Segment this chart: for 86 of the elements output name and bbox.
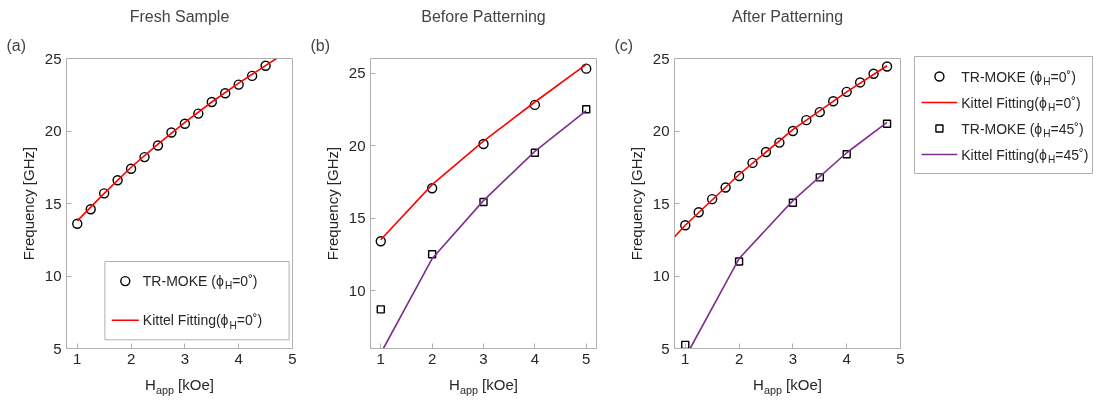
line-series [76,58,278,222]
x-tick-label: 2 [126,349,136,367]
point [881,61,893,72]
point [815,173,824,182]
text: (c) [614,36,634,54]
point [98,188,110,199]
point [814,106,825,118]
point [681,340,690,349]
point [787,125,799,137]
point [788,198,798,207]
point [582,105,591,114]
y-tick-label: 10 [652,267,670,284]
point [774,137,785,148]
point [112,175,123,186]
point [376,305,385,314]
point [747,157,758,169]
chart-title: Fresh Sample [129,7,230,25]
point [854,77,866,88]
point [125,163,137,174]
point [166,127,177,138]
point [734,257,744,266]
point [206,96,217,108]
line-series [674,64,888,238]
point [427,250,437,259]
y-tick-label: 20 [348,136,366,154]
point [842,150,851,159]
point [260,60,271,71]
x-tick-label: 3 [479,349,488,367]
y-tick-label: 15 [348,209,366,226]
chart-title: After Patterning [731,7,844,25]
point [680,220,691,231]
point [179,118,191,129]
point [426,183,438,194]
x-tick-label: 5 [288,349,297,367]
point [760,146,772,158]
line-series [379,63,588,241]
x-tick-label: 4 [842,349,851,367]
y-tick-label: 15 [44,194,62,212]
point [706,193,718,205]
x-tick-label: 2 [734,349,744,367]
point [529,99,541,111]
point [882,119,892,128]
chart-title: Before Patterning [421,7,546,25]
y-tick-label: 25 [44,49,62,67]
y-axis-title: Frequency [GHz] [323,146,341,261]
point [841,86,852,98]
point [828,96,839,107]
point [233,79,244,90]
x-tick-label: 1 [681,349,690,367]
point [375,236,386,247]
y-tick-label: 20 [652,122,670,139]
point [868,68,879,79]
x-tick-label: 4 [530,349,540,367]
point [152,140,164,151]
point [246,70,258,82]
y-axis-title: Frequency [GHz] [627,146,645,261]
y-tick-label: 10 [44,267,62,284]
y-tick-label: 20 [44,122,62,139]
y-tick-label: 25 [652,49,670,67]
point [733,170,745,182]
point [85,204,96,215]
point [720,182,731,193]
y-axis-title: Frequency [GHz] [19,146,37,261]
text: (b) [310,36,331,54]
point [801,114,812,126]
x-tick-label: 4 [234,349,243,367]
point [581,63,592,74]
point [530,148,540,157]
x-tick-label: 1 [73,349,82,367]
x-tick-label: 1 [376,349,385,367]
x-tick-label: 5 [582,349,591,367]
point [139,151,150,163]
x-tick-label: 3 [788,349,798,367]
y-tick-label: 25 [348,64,366,81]
point [193,108,204,119]
y-tick-label: 15 [652,194,670,212]
point [479,197,488,207]
x-tick-label: 3 [180,349,190,367]
y-tick-label: 10 [348,281,366,299]
x-tick-label: 2 [427,349,437,367]
point [693,207,704,218]
text: (a) [6,36,27,54]
point [72,218,83,229]
x-tick-label: 5 [896,349,905,367]
point [478,138,489,150]
point [220,88,231,99]
